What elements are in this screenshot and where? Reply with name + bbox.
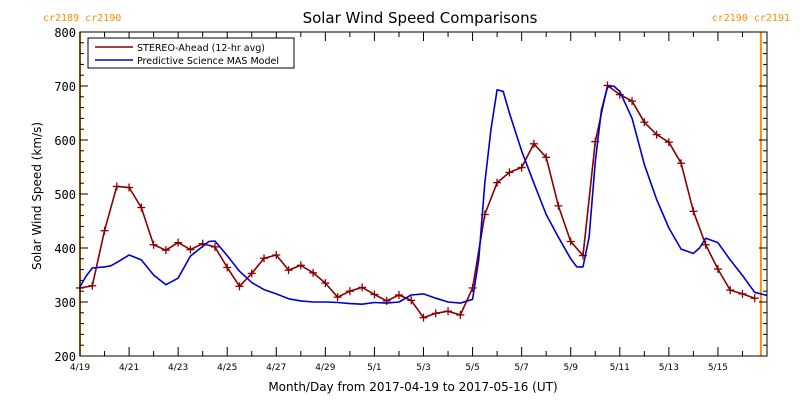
stereo-data-point: [333, 293, 342, 302]
stereo-data-point: [505, 168, 514, 177]
stereo-data-point: [235, 282, 244, 291]
stereo-data-point: [701, 240, 710, 249]
stereo-data-point: [370, 290, 379, 299]
stereo-data-point: [431, 309, 440, 318]
mas-model-series-line: [79, 85, 768, 305]
stereo-data-point: [677, 159, 686, 168]
stereo-data-point: [640, 118, 649, 127]
stereo-data-point: [394, 290, 403, 299]
x-tick-label: 5/1: [367, 363, 381, 373]
stereo-data-point: [713, 265, 722, 274]
stereo-series-line: [79, 84, 755, 319]
stereo-data-point: [247, 269, 256, 278]
y-tick-label: 800: [54, 26, 76, 40]
x-tick-label: 4/27: [266, 363, 286, 373]
y-tick-label: 200: [54, 350, 76, 364]
y-tick-label: 500: [54, 188, 76, 202]
stereo-data-point: [407, 296, 416, 305]
stereo-data-point: [321, 279, 330, 288]
legend-label-mas: Predictive Science MAS Model: [137, 56, 279, 67]
stereo-data-point: [272, 251, 281, 260]
stereo-data-point: [566, 237, 575, 246]
y-axis-label: Solar Wind Speed (km/s): [30, 122, 44, 270]
stereo-data-point: [529, 139, 538, 148]
x-tick-label: 4/23: [168, 363, 188, 373]
cr-label-left: cr2189 cr2190: [43, 13, 121, 24]
stereo-data-point: [345, 287, 354, 296]
stereo-data-point: [88, 281, 97, 290]
stereo-data-point: [149, 240, 158, 249]
x-tick-label: 4/29: [315, 363, 335, 373]
stereo-data-point: [554, 201, 563, 210]
y-tick-label: 300: [54, 296, 76, 310]
x-tick-label: 5/15: [708, 363, 728, 373]
legend: STEREO-Ahead (12-hr avg) Predictive Scie…: [87, 37, 295, 69]
stereo-data-point: [112, 182, 121, 191]
stereo-data-point: [419, 313, 428, 322]
stereo-data-point: [284, 266, 293, 275]
stereo-data-point: [309, 268, 318, 277]
x-tick-label: 5/3: [416, 363, 430, 373]
x-tick-label: 4/19: [70, 363, 90, 373]
stereo-data-point: [517, 163, 526, 172]
stereo-data-point: [358, 283, 367, 292]
stereo-data-point: [652, 130, 661, 139]
stereo-data-point: [493, 178, 502, 187]
y-tick-label: 600: [54, 134, 76, 148]
stereo-data-point: [296, 261, 305, 270]
stereo-data-point: [738, 289, 747, 298]
stereo-data-point: [210, 242, 219, 251]
legend-label-stereo: STEREO-Ahead (12-hr avg): [137, 43, 265, 54]
cr-label-right: cr2190 cr2191: [712, 13, 790, 24]
stereo-data-point: [260, 254, 269, 263]
stereo-data-point: [726, 286, 735, 295]
x-tick-label: 5/13: [659, 363, 679, 373]
stereo-data-point: [186, 245, 195, 254]
stereo-data-point: [137, 203, 146, 212]
x-tick-label: 4/21: [119, 363, 139, 373]
chart-title: Solar Wind Speed Comparisons: [303, 9, 538, 27]
stereo-data-point: [100, 226, 109, 235]
stereo-data-point: [161, 246, 170, 255]
stereo-data-point: [456, 310, 465, 319]
x-tick-label: 5/5: [465, 363, 479, 373]
x-axis-label: Month/Day from 2017-04-19 to 2017-05-16 …: [268, 380, 557, 394]
x-tick-label: 5/7: [514, 363, 528, 373]
x-tick-label: 5/9: [563, 363, 578, 373]
stereo-data-point: [664, 138, 673, 147]
stereo-data-point: [223, 263, 232, 272]
stereo-data-point: [444, 307, 453, 316]
stereo-data-point: [689, 207, 698, 216]
stereo-data-point: [174, 238, 183, 247]
x-tick-label: 4/25: [217, 363, 237, 373]
y-tick-label: 700: [54, 80, 76, 94]
stereo-data-point: [468, 283, 477, 292]
stereo-data-point: [750, 294, 759, 303]
legend-box: [87, 37, 295, 69]
stereo-data-point: [542, 153, 551, 162]
plot-frame: [79, 31, 768, 357]
x-tick-label: 5/11: [610, 363, 630, 373]
stereo-data-point: [125, 183, 134, 192]
y-tick-label: 400: [54, 242, 76, 256]
stereo-data-point: [628, 97, 637, 106]
